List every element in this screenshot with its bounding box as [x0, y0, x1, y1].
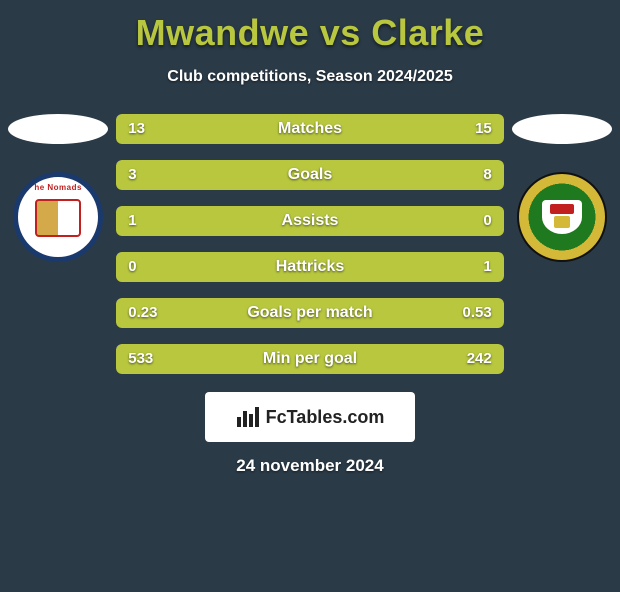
right-club-badge: [517, 172, 607, 262]
bar-chart-icon: [236, 407, 260, 427]
stat-row: 533242Min per goal: [116, 344, 504, 374]
left-player-column: he Nomads: [0, 114, 116, 262]
stat-row: 10Assists: [116, 206, 504, 236]
left-club-badge-crest: [35, 199, 81, 237]
stat-label: Matches: [116, 114, 504, 144]
left-player-avatar: [8, 114, 108, 144]
stat-row: 0.230.53Goals per match: [116, 298, 504, 328]
stat-label: Hattricks: [116, 252, 504, 282]
stat-label: Assists: [116, 206, 504, 236]
right-player-column: [504, 114, 620, 262]
left-club-badge-label: he Nomads: [34, 183, 82, 192]
stat-label: Min per goal: [116, 344, 504, 374]
stat-label: Goals per match: [116, 298, 504, 328]
stat-row: 1315Matches: [116, 114, 504, 144]
page-subtitle: Club competitions, Season 2024/2025: [0, 68, 620, 86]
right-club-badge-crest: [542, 200, 582, 234]
right-player-avatar: [512, 114, 612, 144]
branding-box: FcTables.com: [205, 392, 415, 442]
page-title: Mwandwe vs Clarke: [0, 12, 620, 54]
branding-text: FcTables.com: [266, 407, 385, 428]
stat-row: 01Hattricks: [116, 252, 504, 282]
stat-row: 38Goals: [116, 160, 504, 190]
comparison-panel: he Nomads 1315Matches 38Goals 10Assists 01H…: [0, 114, 620, 390]
stat-label: Goals: [116, 160, 504, 190]
left-club-badge: he Nomads: [13, 172, 103, 262]
footer-date: 24 november 2024: [0, 456, 620, 476]
stat-bars: 1315Matches 38Goals 10Assists 01Hattricks 0.…: [116, 114, 504, 390]
